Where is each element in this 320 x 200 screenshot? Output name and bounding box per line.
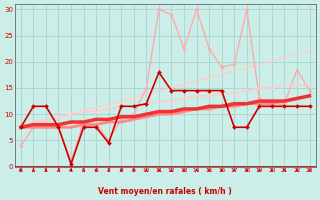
X-axis label: Vent moyen/en rafales ( km/h ): Vent moyen/en rafales ( km/h ) bbox=[98, 187, 232, 196]
